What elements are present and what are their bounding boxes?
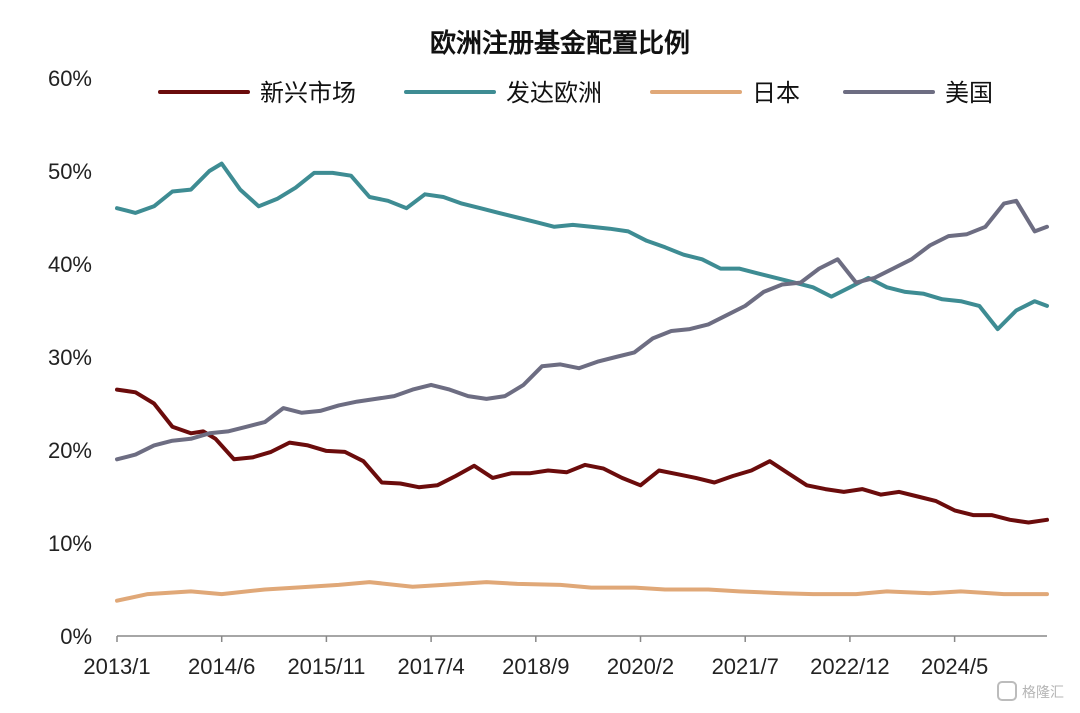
- y-axis: 0% 10% 20% 30% 40% 50% 60%: [48, 66, 92, 649]
- y-tick-label: 10%: [48, 531, 92, 556]
- y-tick-label: 20%: [48, 438, 92, 463]
- y-tick-label: 60%: [48, 66, 92, 91]
- watermark-text: 格隆汇: [1022, 685, 1064, 701]
- y-tick-label: 0%: [60, 624, 92, 649]
- x-tick-label: 2021/7: [712, 654, 779, 679]
- chart-title: 欧洲注册基金配置比例: [430, 28, 690, 59]
- series-line-3: [115, 198, 1049, 462]
- x-tick-label: 2015/11: [287, 654, 365, 679]
- series-lines: [115, 161, 1049, 603]
- x-tick-label: 2014/6: [188, 654, 255, 679]
- watermark-icon: [997, 681, 1017, 701]
- x-tick-label: 2022/12: [810, 654, 890, 679]
- y-tick-label: 30%: [48, 345, 92, 370]
- x-tick-label: 2017/4: [397, 654, 464, 679]
- legend-label: 美国: [945, 79, 993, 107]
- x-axis: 2013/1 2014/6 2015/11 2017/4 2018/9 2020/2 202…: [83, 635, 1047, 679]
- legend-label: 日本: [752, 79, 800, 107]
- x-tick-label: 2020/2: [607, 654, 674, 679]
- series-line-1: [115, 161, 1049, 332]
- series-line-0: [115, 387, 1049, 525]
- y-tick-label: 40%: [48, 252, 92, 277]
- y-tick-label: 50%: [48, 159, 92, 184]
- legend-label: 发达欧洲: [506, 79, 602, 107]
- x-tick-label: 2013/1: [83, 654, 150, 679]
- watermark: 格隆汇: [997, 681, 1064, 701]
- legend: 新兴市场 发达欧洲 日本 美国: [158, 79, 993, 107]
- x-tick-label: 2018/9: [502, 654, 569, 679]
- series-line-2: [115, 580, 1049, 603]
- legend-label: 新兴市场: [260, 79, 356, 107]
- x-tick-label: 2024/5: [921, 654, 988, 679]
